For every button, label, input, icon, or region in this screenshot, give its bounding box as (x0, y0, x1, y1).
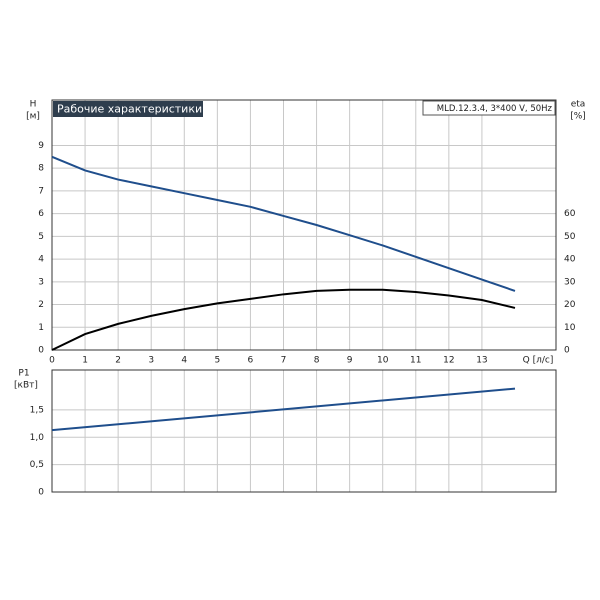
chart-title: Рабочие характеристики (57, 103, 202, 116)
y-tick-label: 2 (38, 300, 44, 310)
y-tick-label: 1,0 (30, 433, 45, 443)
series-line (51, 288, 516, 351)
x-tick-label: 0 (49, 356, 55, 366)
x-tick-label: 2 (115, 356, 121, 366)
x-tick-label: 13 (476, 356, 487, 366)
y-axis-label: P1 (18, 369, 29, 379)
x-tick-label: 4 (181, 356, 187, 366)
y-axis-unit: [м] (26, 112, 40, 122)
y-tick-label: 8 (38, 164, 44, 174)
y2-tick-label: 0 (564, 346, 570, 356)
y2-tick-label: 10 (564, 323, 576, 333)
x-tick-label: 9 (347, 356, 353, 366)
x-tick-label: 1 (82, 356, 88, 366)
y-tick-label: 1 (38, 323, 44, 333)
y2-axis-unit: [%] (570, 112, 586, 122)
series-line (51, 387, 516, 432)
x-tick-label: 5 (214, 356, 220, 366)
chart-subtitle: MLD.12.3.4, 3*400 V, 50Hz (437, 104, 553, 114)
y-axis-unit: [кВт] (14, 381, 38, 391)
plot-frame (51, 369, 557, 493)
y-tick-label: 0,5 (30, 460, 44, 470)
y-tick-label: 0 (38, 488, 44, 498)
y2-tick-label: 30 (564, 277, 576, 287)
y-tick-label: 9 (38, 141, 44, 151)
x-axis-label: Q [л/с] (523, 356, 554, 366)
x-tick-label: 6 (248, 356, 254, 366)
x-tick-label: 7 (281, 356, 287, 366)
y-tick-label: 7 (38, 186, 44, 196)
x-tick-label: 8 (314, 356, 320, 366)
x-tick-label: 3 (148, 356, 154, 366)
y2-tick-label: 50 (564, 232, 576, 242)
y2-tick-label: 60 (564, 209, 576, 219)
series-line (51, 155, 516, 292)
y-tick-label: 0 (38, 346, 44, 356)
y-tick-label: 6 (38, 209, 44, 219)
y-tick-label: 5 (38, 232, 44, 242)
y-tick-label: 3 (38, 277, 44, 287)
y-axis-label: H (30, 100, 37, 110)
title-box (53, 101, 203, 117)
y2-axis-label: eta (571, 100, 586, 110)
y-tick-label: 1,5 (30, 405, 44, 415)
y-tick-label: 4 (38, 255, 44, 265)
subtitle-box (422, 100, 556, 116)
y2-tick-label: 40 (564, 255, 576, 265)
x-tick-label: 10 (377, 356, 389, 366)
y2-tick-label: 20 (564, 300, 576, 310)
x-tick-label: 11 (410, 356, 421, 366)
x-tick-label: 12 (443, 356, 454, 366)
plot-frame (51, 99, 557, 351)
